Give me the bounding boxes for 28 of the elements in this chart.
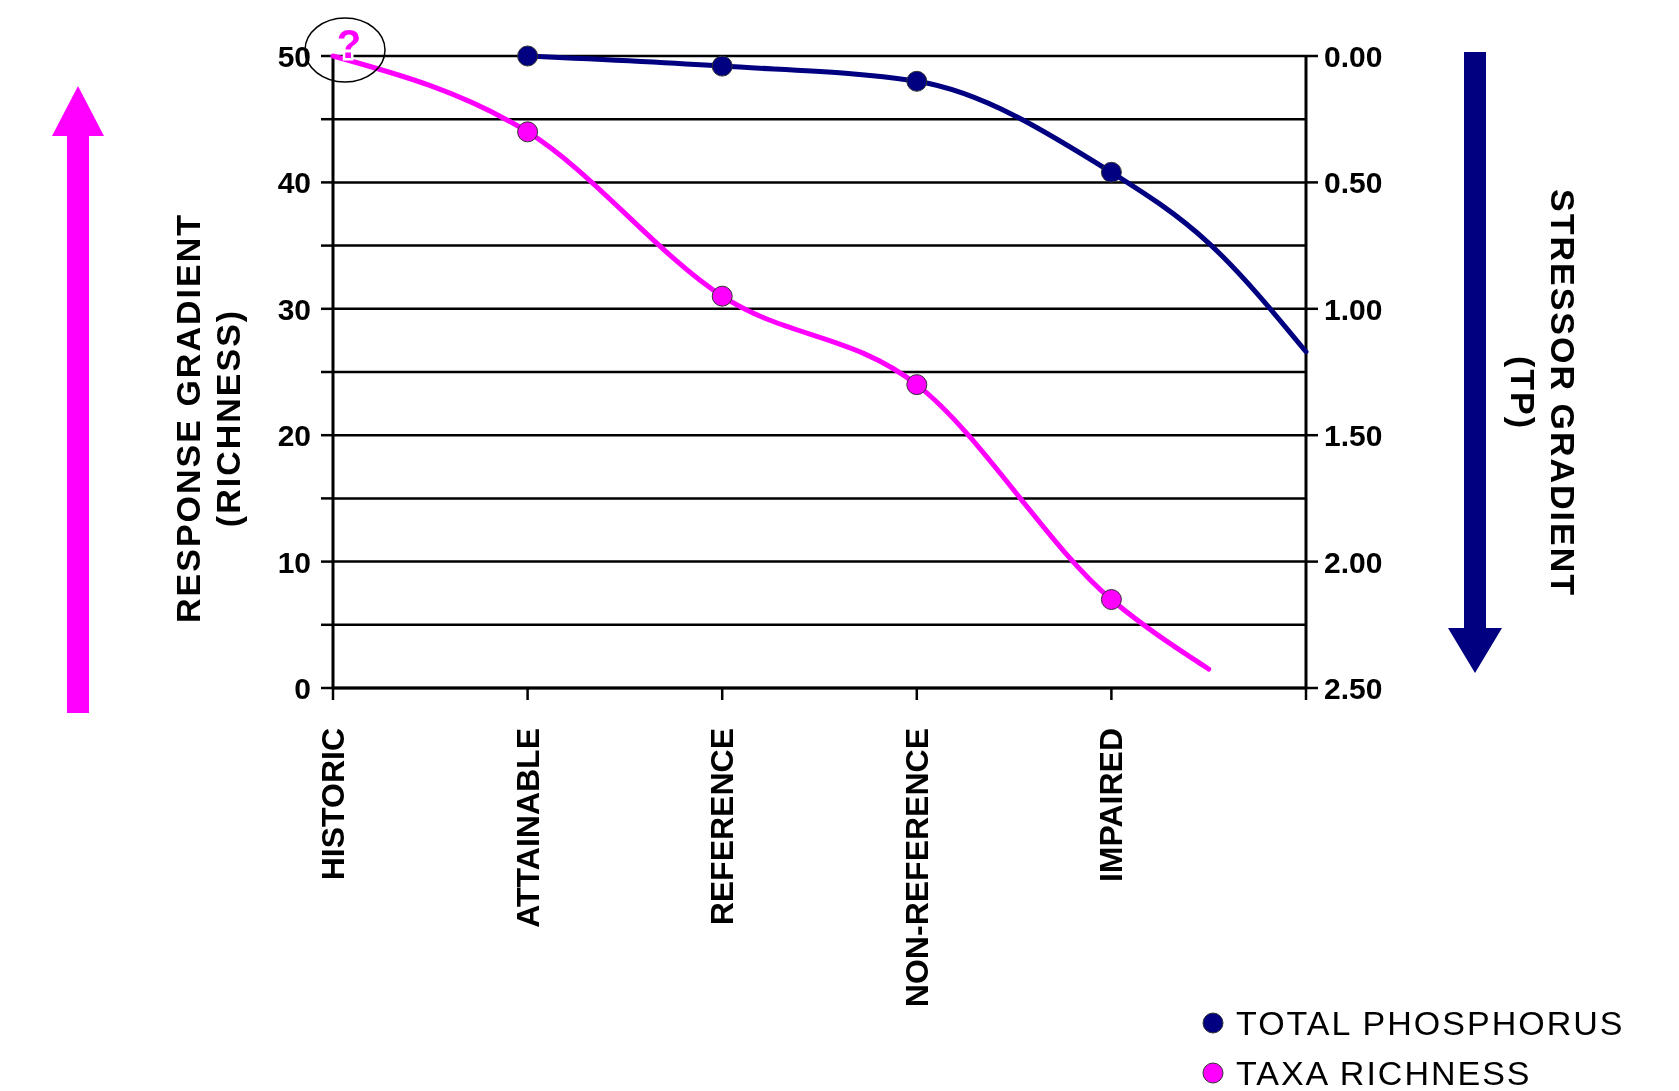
y-axis-title: RESPONSE GRADIENT (RICHNESS) bbox=[169, 213, 247, 623]
legend-label: TOTAL PHOSPHORUS bbox=[1236, 1004, 1625, 1042]
y-tick-label: 40 bbox=[277, 166, 311, 200]
x-tick-label: REFERENCE bbox=[704, 728, 741, 926]
point bbox=[517, 45, 539, 67]
x-tick-label: ATTAINABLE bbox=[509, 728, 546, 928]
y2-tick-label: 2.00 bbox=[1324, 545, 1383, 579]
point bbox=[906, 374, 928, 396]
point bbox=[1100, 589, 1122, 611]
point bbox=[517, 121, 539, 143]
point bbox=[906, 70, 928, 92]
y2-tick-label: 0.50 bbox=[1324, 166, 1383, 200]
point bbox=[711, 285, 733, 307]
x-tick-label: IMPAIRED bbox=[1093, 728, 1130, 883]
legend-label: TAXA RICHNESS bbox=[1236, 1054, 1532, 1091]
x-tick-label: NON-REFERENCE bbox=[898, 728, 935, 1008]
annotation: ? bbox=[336, 22, 362, 66]
y2-tick-label: 1.50 bbox=[1324, 419, 1383, 453]
y-tick-label: 30 bbox=[277, 292, 311, 326]
y2-tick-label: 1.00 bbox=[1324, 292, 1383, 326]
y-tick-label: 20 bbox=[277, 419, 311, 453]
y-tick-label: 10 bbox=[277, 545, 311, 579]
y2-axis-title: STRESSOR GRADIENT (TP) bbox=[1504, 188, 1582, 598]
x-tick-label: HISTORIC bbox=[315, 728, 351, 881]
y-tick-label: 0 bbox=[294, 672, 311, 705]
y2-tick-label: 2.50 bbox=[1324, 672, 1383, 705]
y2-tick-label: 0.00 bbox=[1324, 40, 1383, 73]
point bbox=[711, 55, 733, 77]
